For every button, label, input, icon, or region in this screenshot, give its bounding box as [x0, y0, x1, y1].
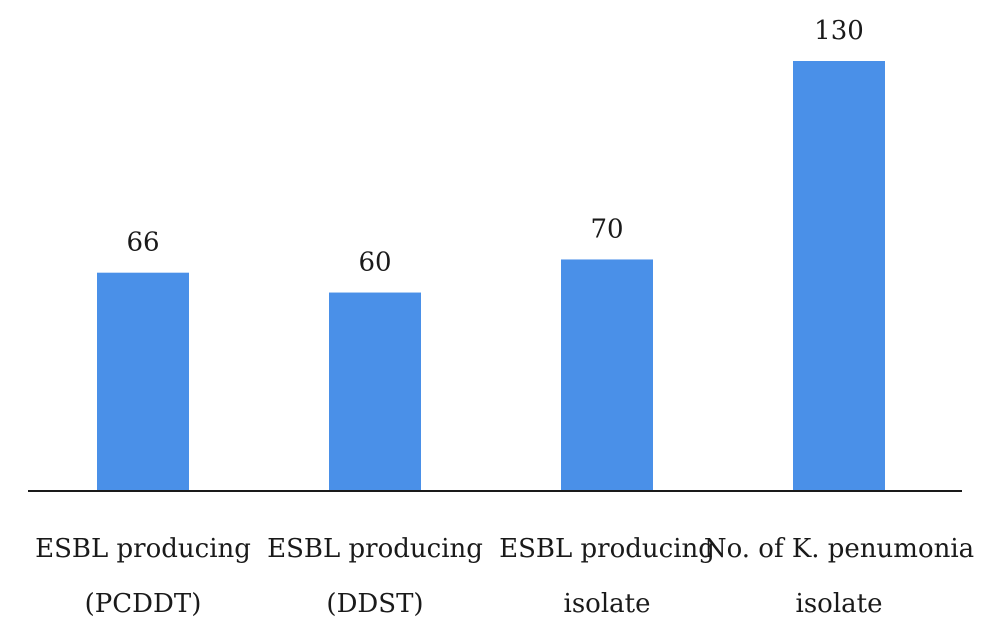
data-label-3: 70 — [590, 214, 623, 244]
category-label-4-line-1: No. of K. penumonia — [704, 534, 974, 564]
category-labels-group: ESBL producing (PCDDT) ESBL producing (DDST… — [35, 534, 974, 619]
bar-3 — [561, 259, 653, 491]
category-label-4-line-2: isolate — [796, 589, 883, 619]
data-label-4: 130 — [814, 16, 864, 46]
category-label-3-line-1: ESBL producing — [499, 534, 715, 564]
category-label-2-line-2: (DDST) — [326, 589, 423, 619]
data-labels-group: 66 60 70 130 — [126, 16, 863, 278]
bar-1 — [97, 272, 189, 491]
bars-group — [97, 61, 885, 491]
data-label-2: 60 — [358, 248, 391, 278]
category-label-1-line-1: ESBL producing — [35, 534, 251, 564]
bar-4 — [793, 61, 885, 491]
category-label-1-line-2: (PCDDT) — [85, 589, 202, 619]
category-label-2-line-1: ESBL producing — [267, 534, 483, 564]
bar-2 — [329, 292, 421, 491]
category-label-3-line-2: isolate — [564, 589, 651, 619]
data-label-1: 66 — [126, 228, 159, 258]
